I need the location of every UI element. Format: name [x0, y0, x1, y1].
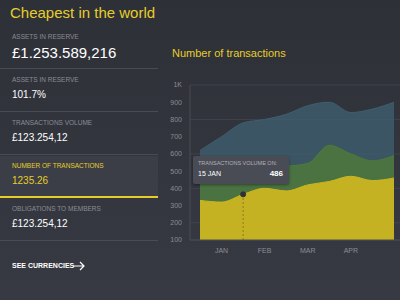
svg-text:500: 500: [170, 168, 182, 175]
html-text:ASSETS IN RESERVE: ASSETS IN RESERVE: [12, 33, 79, 40]
svg-text:700: 700: [170, 133, 182, 140]
html-text:486: 486: [269, 169, 283, 178]
svg-text:400: 400: [170, 185, 182, 192]
svg-text:100: 100: [170, 236, 182, 243]
html-text:NUMBER OF TRANSACTIONS: NUMBER OF TRANSACTIONS: [12, 162, 104, 169]
html-text:SEE CURRENCIES: SEE CURRENCIES: [12, 262, 75, 269]
html-text:Cheapest in the world: Cheapest in the world: [10, 4, 156, 21]
html-text:TRANSACTIONS VOLUME ON:: TRANSACTIONS VOLUME ON:: [198, 160, 278, 166]
html-text:15 JAN: 15 JAN: [198, 170, 221, 177]
html-text:£123.254,12: £123.254,12: [12, 218, 68, 229]
html-text:1235.26: 1235.26: [12, 175, 49, 186]
svg-text:300: 300: [170, 202, 182, 209]
svg-text:JAN: JAN: [215, 247, 228, 254]
svg-text:1K: 1K: [173, 81, 182, 88]
svg-text:APR: APR: [344, 247, 358, 254]
svg-text:900: 900: [170, 99, 182, 106]
svg-text:MAR: MAR: [300, 247, 316, 254]
html-text:ASSETS IN RESERVE: ASSETS IN RESERVE: [12, 76, 79, 83]
html-text:OBLIGATIONS TO MEMBERS: OBLIGATIONS TO MEMBERS: [12, 205, 101, 212]
svg-text:FEB: FEB: [258, 247, 272, 254]
html-text:101.7%: 101.7%: [12, 89, 46, 100]
html-text:£123.254,12: £123.254,12: [12, 132, 68, 143]
html-text:Number of transactions: Number of transactions: [172, 47, 286, 59]
svg-text:800: 800: [170, 116, 182, 123]
svg-text:200: 200: [170, 219, 182, 226]
html-text:TRANSACTIONS VOLUME: TRANSACTIONS VOLUME: [12, 119, 93, 126]
svg-text:600: 600: [170, 150, 182, 157]
html-text:£1.253.589,216: £1.253.589,216: [12, 44, 117, 61]
